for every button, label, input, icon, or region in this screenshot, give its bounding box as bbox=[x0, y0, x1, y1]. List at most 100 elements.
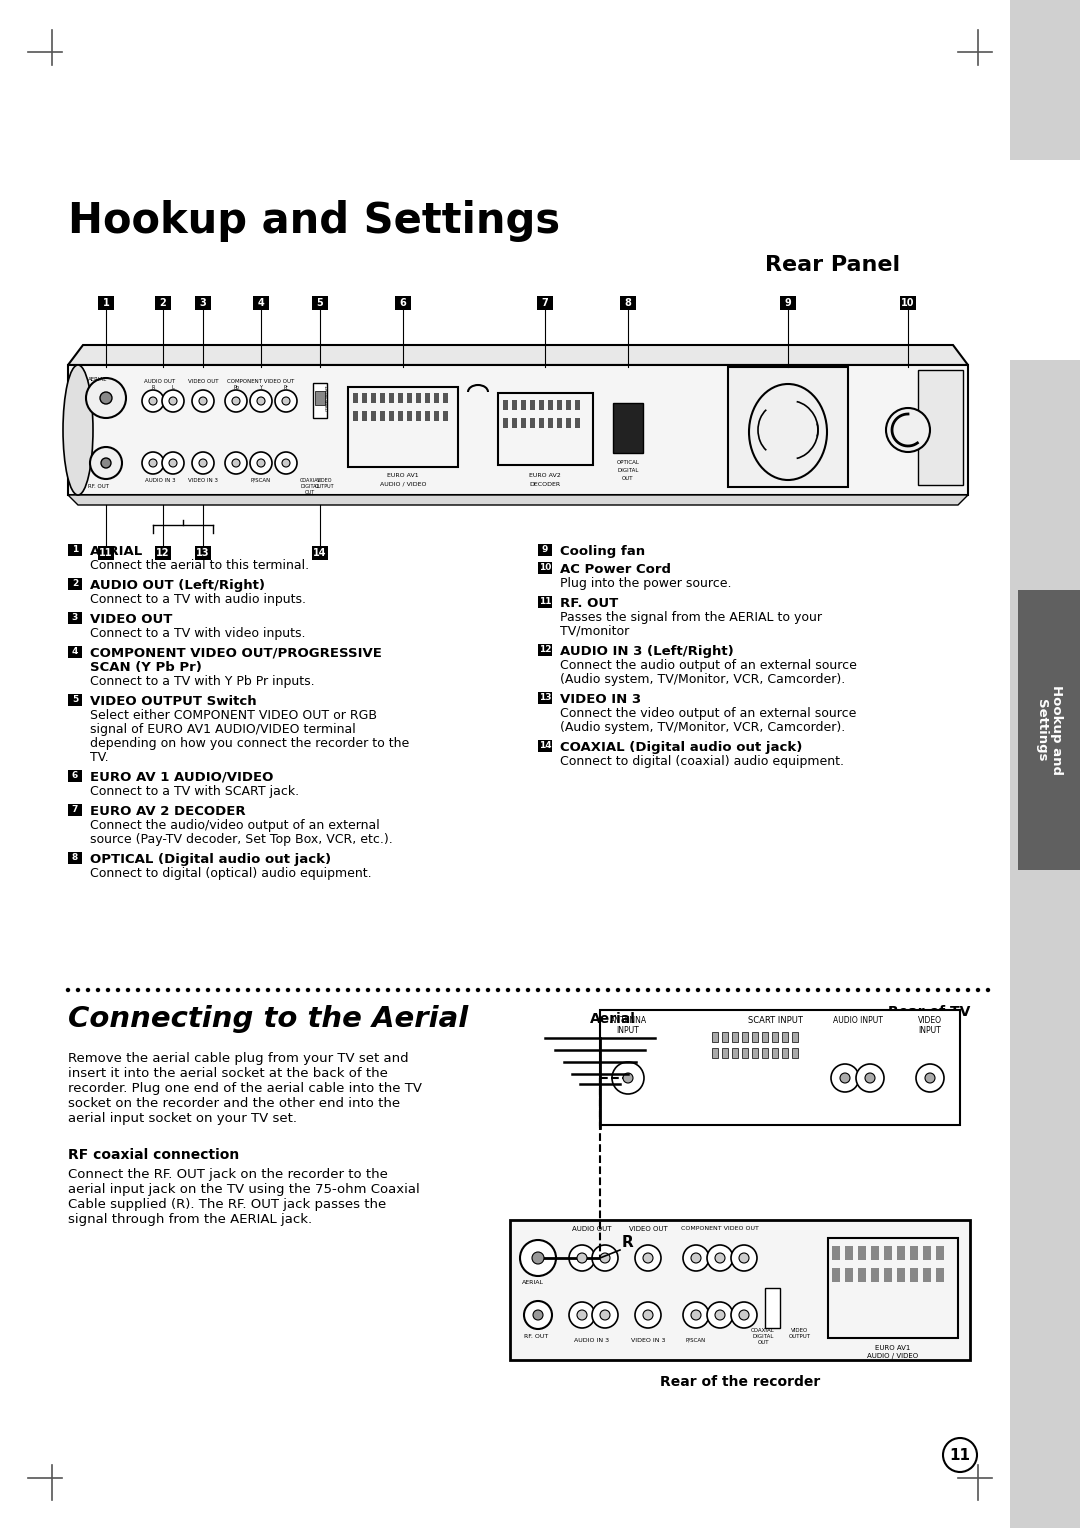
Text: COAXIAL
DIGITAL
OUT: COAXIAL DIGITAL OUT bbox=[299, 478, 321, 495]
Text: AERIAL: AERIAL bbox=[522, 1280, 544, 1285]
Text: L: L bbox=[172, 385, 174, 390]
Bar bbox=[521, 419, 526, 428]
Text: Connect the aerial to this terminal.: Connect the aerial to this terminal. bbox=[90, 559, 309, 571]
Circle shape bbox=[534, 1309, 543, 1320]
Circle shape bbox=[886, 408, 930, 452]
Bar bbox=[353, 393, 357, 403]
Circle shape bbox=[926, 987, 930, 992]
Circle shape bbox=[683, 1302, 708, 1328]
Circle shape bbox=[686, 987, 690, 992]
Circle shape bbox=[116, 987, 120, 992]
Circle shape bbox=[386, 987, 390, 992]
Bar bbox=[723, 1031, 728, 1042]
Bar bbox=[407, 393, 411, 403]
Circle shape bbox=[966, 987, 970, 992]
Circle shape bbox=[168, 397, 177, 405]
Circle shape bbox=[406, 987, 410, 992]
Text: Select either COMPONENT VIDEO OUT or RGB: Select either COMPONENT VIDEO OUT or RGB bbox=[90, 709, 377, 723]
Circle shape bbox=[943, 1438, 977, 1471]
Bar bbox=[68, 646, 82, 659]
Bar bbox=[845, 1268, 853, 1282]
Bar bbox=[870, 1268, 879, 1282]
Text: RF. OUT: RF. OUT bbox=[561, 597, 618, 610]
Bar bbox=[348, 387, 458, 468]
Circle shape bbox=[865, 1073, 875, 1083]
Circle shape bbox=[246, 987, 251, 992]
Circle shape bbox=[476, 987, 481, 992]
Text: 8: 8 bbox=[624, 298, 632, 309]
Circle shape bbox=[746, 987, 751, 992]
Circle shape bbox=[731, 1302, 757, 1328]
Circle shape bbox=[577, 1309, 588, 1320]
Text: COMPONENT: COMPONENT bbox=[326, 385, 330, 411]
Text: OPTICAL (Digital audio out jack): OPTICAL (Digital audio out jack) bbox=[90, 853, 332, 866]
Circle shape bbox=[935, 987, 941, 992]
Bar bbox=[762, 1031, 768, 1042]
Bar bbox=[832, 1268, 840, 1282]
Bar bbox=[845, 1245, 853, 1261]
Bar bbox=[828, 1238, 958, 1339]
Bar bbox=[156, 545, 171, 559]
Circle shape bbox=[665, 987, 671, 992]
Text: 12: 12 bbox=[157, 549, 170, 558]
Bar bbox=[443, 393, 448, 403]
Circle shape bbox=[336, 987, 340, 992]
Bar bbox=[426, 411, 430, 422]
Text: Plug into the power source.: Plug into the power source. bbox=[561, 578, 731, 590]
Circle shape bbox=[796, 987, 800, 992]
Text: signal of EURO AV1 AUDIO/VIDEO terminal: signal of EURO AV1 AUDIO/VIDEO terminal bbox=[90, 723, 355, 736]
Bar bbox=[732, 1031, 738, 1042]
Circle shape bbox=[395, 987, 401, 992]
Circle shape bbox=[569, 1245, 595, 1271]
Bar bbox=[723, 1048, 728, 1057]
Text: Connect to digital (coaxial) audio equipment.: Connect to digital (coaxial) audio equip… bbox=[561, 755, 843, 769]
Bar bbox=[537, 296, 553, 310]
Circle shape bbox=[136, 987, 140, 992]
Circle shape bbox=[149, 397, 157, 405]
Text: VIDEO OUT: VIDEO OUT bbox=[629, 1225, 667, 1232]
Bar bbox=[315, 391, 325, 405]
Bar bbox=[557, 400, 562, 410]
Circle shape bbox=[815, 987, 820, 992]
Text: AERIAL: AERIAL bbox=[87, 377, 107, 382]
Text: Connect to digital (optical) audio equipment.: Connect to digital (optical) audio equip… bbox=[90, 866, 372, 880]
Circle shape bbox=[840, 1073, 850, 1083]
Circle shape bbox=[836, 987, 840, 992]
Text: 3: 3 bbox=[200, 298, 206, 309]
Text: Y: Y bbox=[259, 385, 262, 390]
Bar bbox=[858, 1245, 866, 1261]
Text: AUDIO IN 3: AUDIO IN 3 bbox=[145, 478, 175, 483]
Bar bbox=[98, 545, 114, 559]
Bar bbox=[538, 643, 552, 656]
Circle shape bbox=[635, 1302, 661, 1328]
Circle shape bbox=[569, 1302, 595, 1328]
Bar bbox=[538, 562, 552, 575]
Circle shape bbox=[716, 987, 720, 992]
Circle shape bbox=[895, 987, 901, 992]
Text: TV/monitor: TV/monitor bbox=[561, 625, 630, 639]
Text: Connect the RF. OUT jack on the recorder to the
aerial input jack on the TV usin: Connect the RF. OUT jack on the recorder… bbox=[68, 1167, 420, 1225]
Circle shape bbox=[86, 377, 126, 419]
Circle shape bbox=[715, 1309, 725, 1320]
Circle shape bbox=[707, 1302, 733, 1328]
Circle shape bbox=[625, 987, 631, 992]
Circle shape bbox=[691, 1309, 701, 1320]
Circle shape bbox=[192, 452, 214, 474]
Text: VIDEO IN 3: VIDEO IN 3 bbox=[631, 1339, 665, 1343]
Circle shape bbox=[806, 987, 810, 992]
Text: AUDIO / VIDEO: AUDIO / VIDEO bbox=[867, 1352, 919, 1358]
Circle shape bbox=[566, 987, 570, 992]
Bar bbox=[539, 419, 544, 428]
Bar bbox=[98, 296, 114, 310]
Text: RF. OUT: RF. OUT bbox=[87, 484, 109, 489]
Text: 14: 14 bbox=[539, 741, 551, 750]
Bar bbox=[910, 1245, 918, 1261]
Circle shape bbox=[526, 987, 530, 992]
Circle shape bbox=[612, 1062, 644, 1094]
Circle shape bbox=[676, 987, 680, 992]
Bar bbox=[312, 296, 328, 310]
Circle shape bbox=[739, 1309, 750, 1320]
Text: VIDEO IN 3: VIDEO IN 3 bbox=[188, 478, 218, 483]
Circle shape bbox=[786, 987, 791, 992]
Bar bbox=[538, 596, 552, 608]
